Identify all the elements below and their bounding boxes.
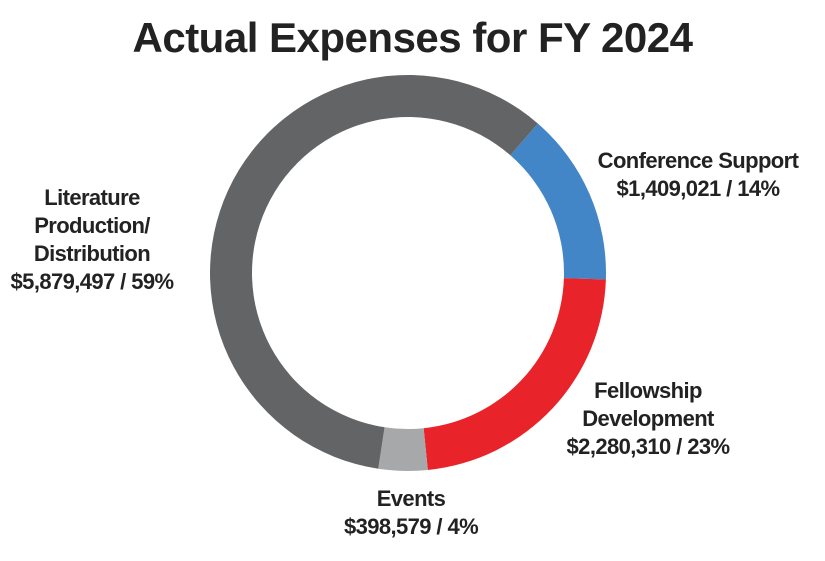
- donut-slices: [209, 75, 606, 471]
- slice-2: [378, 427, 428, 471]
- slice-1: [423, 278, 606, 471]
- slice-labels: Conference Support $1,409,021 / 14% Fellow…: [11, 148, 801, 539]
- slice-label-line: Events: [377, 486, 446, 511]
- chart-title: Actual Expenses for FY 2024: [132, 14, 693, 61]
- slice-label-3: Literature Production/Distribution $5,879,…: [11, 185, 174, 294]
- slice-label-line: Development: [582, 406, 715, 431]
- slice-label-line: Fellowship: [594, 378, 702, 403]
- slice-label-0: Conference Support $1,409,021 / 14%: [598, 148, 800, 201]
- slice-label-line: Production/: [34, 213, 150, 238]
- slice-label-line: $5,879,497 / 59%: [11, 269, 174, 294]
- slice-label-line: Distribution: [34, 241, 150, 266]
- slice-label-2: Events $398,579 / 4%: [344, 486, 478, 539]
- slice-0: [510, 123, 606, 280]
- slice-label-1: Fellowship Development $2,280,310 / 23%: [567, 378, 730, 459]
- slice-label-line: $398,579 / 4%: [344, 514, 478, 539]
- slice-label-line: $1,409,021 / 14%: [617, 176, 780, 201]
- slice-label-line: $2,280,310 / 23%: [567, 434, 730, 459]
- slice-3: [209, 75, 538, 469]
- slice-label-line: Conference Support: [598, 148, 800, 173]
- slice-label-line: Literature: [44, 185, 140, 210]
